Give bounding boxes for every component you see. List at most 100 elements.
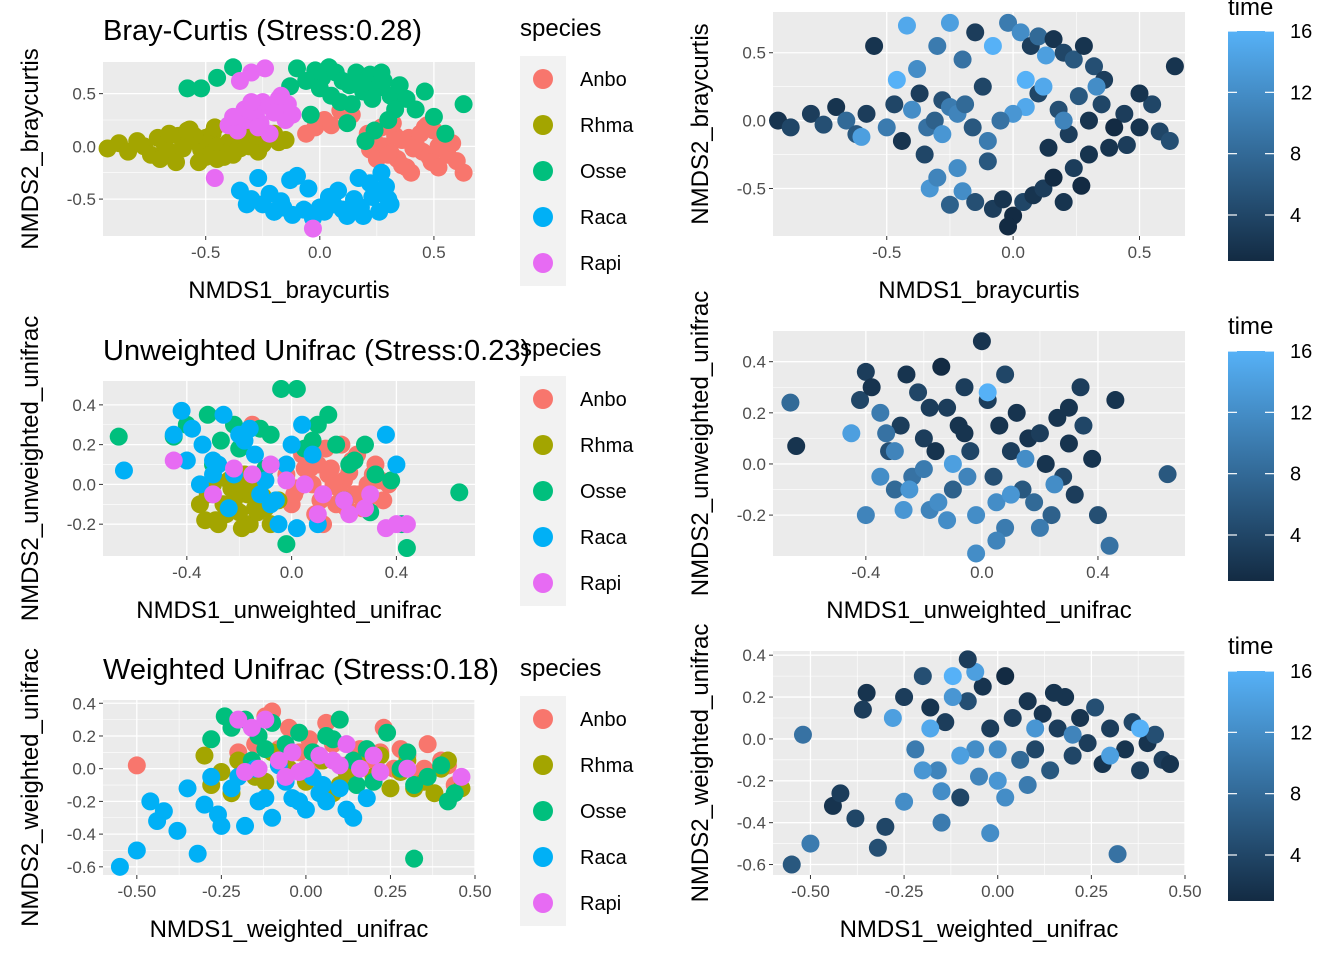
time-colorbar xyxy=(1228,31,1274,261)
point-osse xyxy=(418,767,437,786)
point-time xyxy=(801,104,820,123)
point-time xyxy=(932,782,951,801)
point-osse xyxy=(436,124,455,143)
point-time xyxy=(871,467,890,486)
point-time xyxy=(1048,719,1067,738)
point-osse xyxy=(178,79,197,98)
point-time xyxy=(988,740,1007,759)
point-time xyxy=(857,683,876,702)
point-time xyxy=(1011,750,1030,769)
point-rapi xyxy=(295,475,314,494)
point-time xyxy=(1160,131,1179,150)
point-rhma xyxy=(425,784,444,803)
colorbar-label: 12 xyxy=(1290,722,1312,744)
point-rhma xyxy=(205,118,224,137)
point-time xyxy=(915,145,934,164)
legend-label: Rapi xyxy=(580,893,621,915)
point-raca xyxy=(310,784,329,803)
y-tick-label: -0.4 xyxy=(67,825,96,844)
point-time xyxy=(781,118,800,137)
point-rhma xyxy=(189,153,208,172)
point-osse xyxy=(272,379,291,398)
point-osse xyxy=(327,435,346,454)
point-raca xyxy=(214,405,233,424)
point-time xyxy=(955,378,974,397)
point-raca xyxy=(299,179,318,198)
point-raca xyxy=(178,779,197,798)
point-time xyxy=(903,100,922,119)
point-time xyxy=(1083,449,1102,468)
point-osse xyxy=(208,68,227,87)
point-osse xyxy=(256,740,275,759)
point-time xyxy=(891,416,910,435)
point-time xyxy=(973,677,992,696)
point-rapi xyxy=(283,743,302,762)
x-axis-label: NMDS1_unweighted_unifrac xyxy=(136,597,442,624)
y-tick-label: 0.4 xyxy=(72,396,96,415)
point-time xyxy=(973,77,992,96)
point-time xyxy=(876,817,895,836)
point-rapi xyxy=(452,767,471,786)
point-anbo xyxy=(322,116,341,135)
point-time xyxy=(1092,95,1111,114)
point-raca xyxy=(202,767,221,786)
point-raca xyxy=(345,190,364,209)
y-tick-label: 0.5 xyxy=(72,85,96,104)
point-raca xyxy=(357,789,376,808)
point-time xyxy=(981,719,1000,738)
point-time xyxy=(868,838,887,857)
point-raca xyxy=(172,401,191,420)
point-osse xyxy=(415,82,434,101)
point-osse xyxy=(347,776,366,795)
x-tick-label: 0.00 xyxy=(289,882,322,901)
point-anbo xyxy=(321,459,340,478)
point-time xyxy=(1158,465,1177,484)
x-tick-label: -0.25 xyxy=(202,882,241,901)
point-raca xyxy=(372,163,391,182)
point-time xyxy=(928,168,947,187)
point-time xyxy=(984,467,1003,486)
point-osse xyxy=(450,483,469,502)
point-time xyxy=(1016,449,1035,468)
point-time xyxy=(1100,138,1119,157)
point-osse xyxy=(363,89,382,108)
point-raca xyxy=(177,451,196,470)
point-time xyxy=(983,36,1002,55)
point-rapi xyxy=(256,710,275,729)
point-anbo xyxy=(429,158,448,177)
legend-label: Rhma xyxy=(580,115,634,137)
y-tick-label: 0.0 xyxy=(742,730,766,749)
x-tick-label: 0.5 xyxy=(422,243,446,262)
point-time xyxy=(1108,845,1127,864)
point-time xyxy=(943,454,962,473)
point-rhma xyxy=(381,779,400,798)
panel-weighted-unifrac-time: -0.50 -0.25 0.00 0.25 0.50 -0.6 -0.4 -0.2 0.0 0.2… xyxy=(687,624,1202,943)
point-raca xyxy=(263,808,282,827)
legend-swatch-rhma xyxy=(533,435,553,455)
point-rapi xyxy=(335,491,354,510)
point-time xyxy=(988,771,1007,790)
point-time xyxy=(1036,454,1055,473)
point-time xyxy=(932,357,951,376)
panel-weighted-unifrac-species: -0.50 -0.25 0.00 0.25 0.50 -0.6 -0.4 -0.2 0.0 0.2… xyxy=(17,648,499,943)
y-tick-label: 0.0 xyxy=(72,475,96,494)
point-time xyxy=(943,667,962,686)
point-raca xyxy=(365,181,384,200)
y-tick-label: 0.2 xyxy=(72,436,96,455)
point-rapi xyxy=(269,751,288,770)
x-tick-label: 0.50 xyxy=(1168,882,1201,901)
point-osse xyxy=(432,756,451,775)
point-time xyxy=(961,442,980,461)
point-time xyxy=(1034,77,1053,96)
y-tick-label: -0.4 xyxy=(737,814,766,833)
point-anbo xyxy=(127,756,146,775)
point-osse xyxy=(319,405,338,424)
point-time xyxy=(948,159,967,178)
y-tick-label: 0.0 xyxy=(72,137,96,156)
time-colorbar xyxy=(1228,671,1274,901)
point-time xyxy=(987,493,1006,512)
point-time xyxy=(910,84,929,103)
point-time xyxy=(856,362,875,381)
y-tick-label: -0.5 xyxy=(67,190,96,209)
